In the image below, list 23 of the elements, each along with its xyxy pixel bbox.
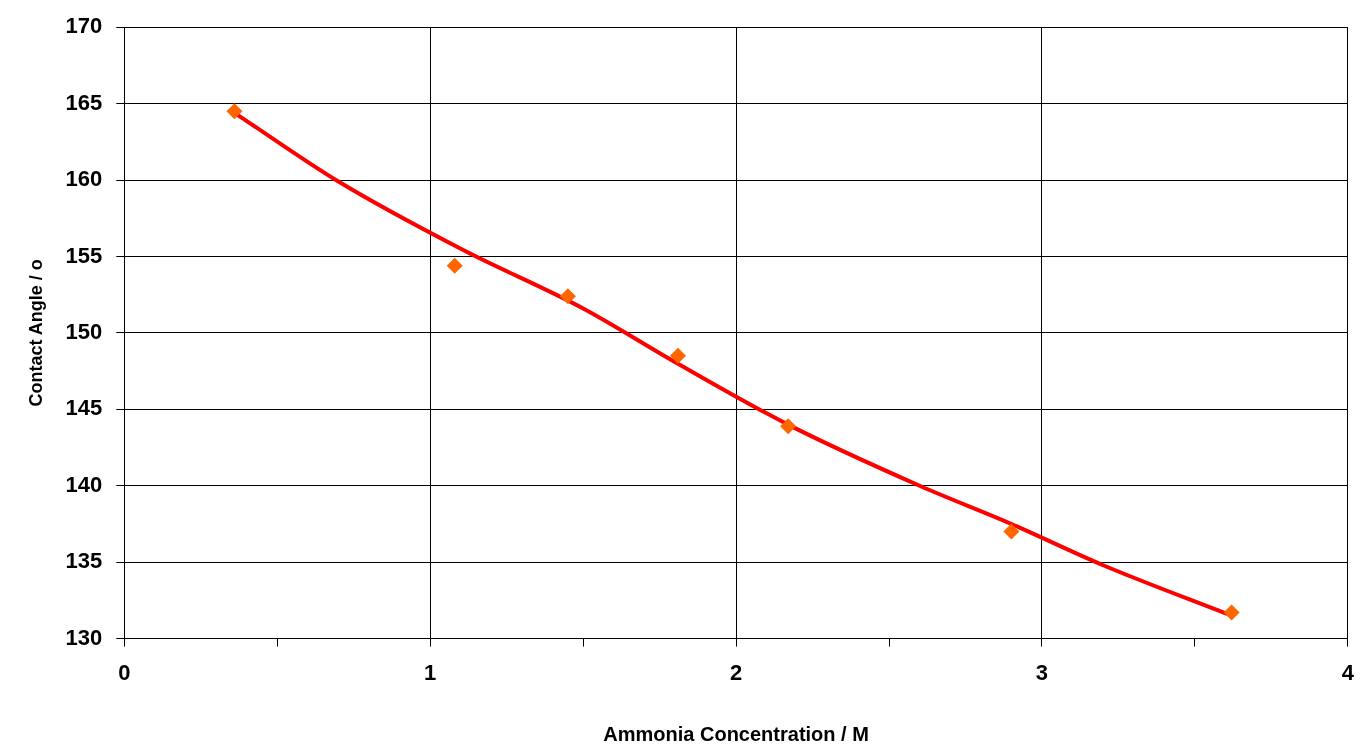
point [669,347,686,364]
point [226,103,243,120]
x-tick-label: 0 [118,659,131,685]
point [1223,604,1240,621]
x-tick-label: 3 [1035,659,1049,685]
y-tick-label: 145 [65,395,103,421]
point [1003,523,1020,540]
y-tick-label: 155 [65,242,103,268]
y-tick-label: 140 [65,471,103,497]
y-tick-label: 130 [65,624,103,650]
point [780,418,797,435]
y-tick-label: 150 [65,318,103,344]
x-axis-title: Ammonia Concentration / M [603,722,869,745]
y-tick-label: 160 [65,166,103,192]
y-axis-title: Contact Angle / o [25,259,46,407]
x-tick-label: 4 [1341,659,1355,685]
point [559,288,576,305]
y-tick-label: 165 [65,89,103,115]
x-tick-label: 2 [729,659,743,685]
x-tick-label: 1 [424,659,437,685]
y-tick-label: 135 [65,548,103,574]
point [446,257,463,274]
y-tick-label: 170 [65,13,103,39]
